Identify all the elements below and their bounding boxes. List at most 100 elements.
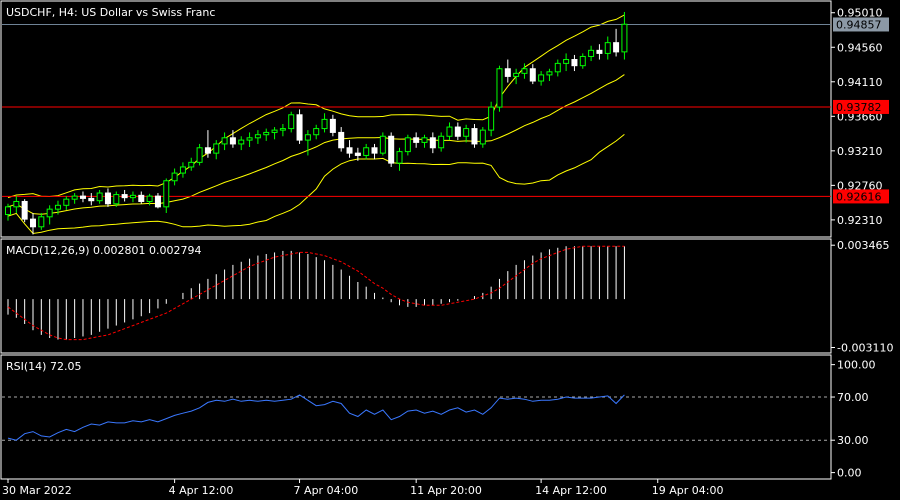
candle — [463, 124, 470, 143]
candle-body — [79, 195, 86, 199]
candle-body — [46, 208, 53, 218]
candle — [263, 128, 270, 141]
candle — [488, 101, 495, 137]
candle-body — [129, 194, 136, 199]
candle — [313, 124, 320, 140]
candle-body — [254, 134, 261, 139]
candle — [521, 63, 528, 79]
rsi-tick-label: 0.00 — [837, 467, 862, 480]
candle-body — [163, 180, 170, 208]
candle — [529, 64, 536, 85]
candle — [554, 59, 561, 77]
candle — [479, 127, 486, 148]
candle-body — [379, 135, 386, 154]
candle-body — [579, 55, 586, 67]
candle — [79, 191, 86, 203]
candle — [29, 212, 36, 235]
candle — [104, 188, 111, 207]
candle-body — [454, 126, 461, 137]
candle — [96, 189, 103, 204]
candle-body — [204, 147, 211, 154]
time-tick-label: 14 Apr 12:00 — [535, 484, 607, 497]
candle — [154, 193, 161, 209]
candle — [321, 113, 328, 133]
candle — [54, 200, 61, 215]
candle — [471, 123, 478, 148]
candle-body — [13, 200, 20, 208]
candle — [571, 54, 578, 72]
candle-body — [29, 218, 36, 228]
price-panel-frame — [0, 0, 832, 238]
candle — [588, 45, 595, 62]
candle — [288, 111, 295, 133]
candle-body — [554, 62, 561, 73]
candle — [454, 122, 461, 141]
candle-body — [479, 129, 486, 145]
candle-body — [21, 200, 28, 220]
rsi-layer — [2, 394, 831, 441]
level-badge: 0.93782 — [836, 101, 882, 114]
chart-title: USDCHF, H4: US Dollar vs Swiss Franc — [6, 6, 215, 19]
rsi-tick-label: 100.00 — [837, 359, 876, 372]
candle-body — [438, 135, 445, 149]
time-tick-label: 19 Apr 04:00 — [652, 484, 724, 497]
candle-body — [313, 128, 320, 136]
candle-body — [279, 128, 286, 131]
candle-body — [146, 195, 153, 202]
candle-body — [288, 114, 295, 130]
candle-body — [621, 23, 628, 53]
candle — [221, 132, 228, 151]
candle — [138, 191, 145, 204]
price-tick-label: 0.94110 — [837, 76, 883, 89]
candle — [238, 136, 245, 151]
time-tick-label: 11 Apr 20:00 — [410, 484, 482, 497]
candle-body — [38, 216, 45, 228]
candle-body — [354, 152, 361, 156]
macd-tick-label: -0.003110 — [837, 341, 893, 354]
candle — [371, 143, 378, 160]
candle-body — [413, 137, 420, 143]
candle — [438, 132, 445, 152]
candle — [579, 53, 586, 69]
level-badge-bg — [833, 189, 889, 204]
candle-body — [521, 68, 528, 74]
candle-body — [371, 147, 378, 154]
rsi-label: RSI(14) 72.05 — [6, 360, 81, 373]
candle — [196, 143, 203, 166]
macd-tick-label: 0.003465 — [837, 239, 890, 252]
candle — [188, 157, 195, 171]
candle — [621, 11, 628, 60]
candle-body — [63, 198, 70, 206]
candle-body — [71, 195, 78, 200]
candle — [71, 193, 78, 204]
candle-body — [388, 135, 395, 164]
macd-label: MACD(12,26,9) 0.002801 0.002794 — [6, 244, 202, 257]
candle-body — [213, 143, 220, 154]
candle-body — [563, 59, 570, 64]
candle — [5, 203, 11, 221]
candle-body — [463, 128, 470, 137]
candle — [346, 140, 353, 158]
candle-body — [138, 194, 145, 202]
current-price-badge: 0.94857 — [836, 18, 882, 31]
candle — [379, 132, 386, 156]
candle-body — [404, 137, 411, 153]
candle-body — [5, 206, 11, 216]
candle-body — [113, 194, 120, 205]
candle — [38, 212, 45, 230]
candle — [146, 193, 153, 206]
candle — [129, 191, 136, 203]
candle — [271, 127, 278, 140]
candle-body — [271, 129, 278, 133]
candle — [338, 127, 345, 152]
rsi-line — [7, 394, 625, 441]
candle — [421, 134, 428, 148]
candle-body — [429, 137, 436, 149]
candle-body — [596, 49, 603, 54]
current-price-badge-bg — [833, 17, 889, 32]
candle-body — [529, 68, 536, 82]
candle — [213, 140, 220, 160]
candle-body — [179, 166, 186, 174]
candle — [388, 132, 395, 167]
